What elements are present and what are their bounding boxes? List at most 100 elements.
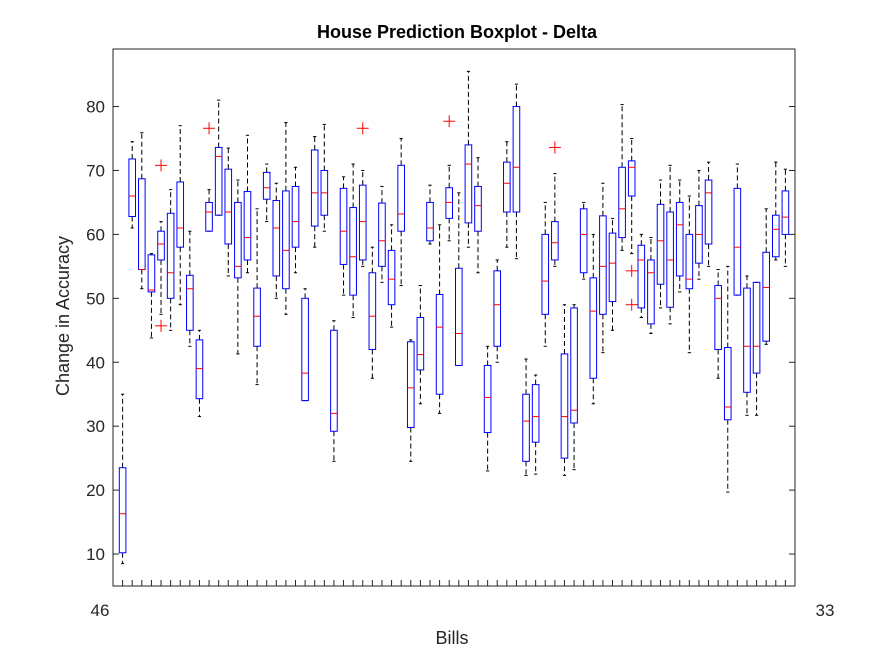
box-body bbox=[771, 214, 780, 258]
box-43 bbox=[522, 358, 530, 476]
box-body bbox=[541, 233, 550, 315]
box-54 bbox=[625, 138, 638, 311]
box-body bbox=[704, 179, 713, 245]
box-39 bbox=[483, 345, 492, 472]
box-body bbox=[368, 272, 377, 350]
outlier-marker bbox=[203, 122, 216, 135]
box-22 bbox=[320, 123, 329, 232]
box-6 bbox=[166, 189, 175, 331]
box-20 bbox=[301, 288, 309, 402]
box-body bbox=[512, 106, 521, 213]
box-body bbox=[387, 249, 396, 306]
box-body bbox=[579, 208, 588, 274]
y-tick-label: 20 bbox=[86, 481, 105, 500]
box-65 bbox=[733, 163, 742, 296]
x-axis-label: Bills bbox=[435, 628, 468, 648]
box-40 bbox=[493, 259, 502, 363]
box-16 bbox=[262, 163, 271, 223]
box-body bbox=[723, 347, 732, 421]
box-8 bbox=[186, 230, 194, 347]
box-5 bbox=[155, 159, 168, 332]
box-11 bbox=[214, 99, 223, 216]
box-body bbox=[627, 160, 636, 197]
chart-title: House Prediction Boxplot - Delta bbox=[317, 22, 598, 42]
box-body bbox=[157, 230, 165, 261]
box-63 bbox=[714, 269, 722, 379]
box-41 bbox=[503, 141, 511, 248]
box-body bbox=[358, 184, 367, 261]
outlier-marker bbox=[155, 319, 168, 332]
box-body bbox=[339, 187, 348, 265]
box-19 bbox=[291, 166, 300, 274]
box-body bbox=[349, 207, 357, 296]
box-body bbox=[426, 201, 434, 242]
outlier-marker bbox=[443, 115, 456, 128]
box-42 bbox=[512, 83, 521, 260]
box-body bbox=[406, 341, 415, 428]
box-body bbox=[224, 168, 233, 245]
box-body bbox=[186, 274, 194, 331]
box-50 bbox=[589, 233, 598, 405]
box-26 bbox=[356, 122, 369, 267]
box-body bbox=[637, 244, 646, 309]
box-21 bbox=[310, 136, 319, 248]
box-31 bbox=[406, 339, 415, 462]
box-body bbox=[262, 171, 271, 200]
box-9 bbox=[195, 329, 204, 418]
box-62 bbox=[704, 161, 713, 267]
y-tick-label: 10 bbox=[86, 545, 105, 564]
box-2 bbox=[128, 141, 137, 229]
box-body bbox=[618, 166, 626, 239]
y-axis-ticks: 10 20 30 40 50 60 70 80 bbox=[86, 98, 795, 564]
box-body bbox=[685, 233, 694, 290]
y-tick-label: 50 bbox=[86, 289, 105, 308]
box-body bbox=[599, 215, 607, 315]
box-17 bbox=[272, 182, 281, 299]
box-35 bbox=[443, 115, 456, 242]
box-body bbox=[176, 181, 185, 248]
box-58 bbox=[666, 164, 674, 325]
box-27 bbox=[368, 246, 377, 379]
plot-area bbox=[112, 48, 796, 587]
box-body bbox=[272, 200, 281, 277]
box-12 bbox=[224, 147, 233, 277]
box-body bbox=[714, 285, 722, 350]
box-body bbox=[282, 190, 290, 290]
box-69 bbox=[771, 161, 780, 261]
box-57 bbox=[656, 179, 665, 309]
box-series bbox=[118, 70, 790, 565]
box-body bbox=[608, 232, 617, 303]
box-47 bbox=[560, 304, 569, 476]
box-60 bbox=[685, 195, 694, 354]
box-body bbox=[445, 187, 453, 219]
box-body bbox=[474, 185, 482, 232]
box-30 bbox=[397, 138, 405, 287]
box-3 bbox=[138, 132, 146, 290]
box-body bbox=[301, 297, 309, 402]
box-body bbox=[493, 270, 502, 347]
box-body bbox=[435, 293, 444, 395]
box-body bbox=[589, 277, 598, 379]
box-body bbox=[531, 384, 540, 443]
box-36 bbox=[455, 192, 463, 366]
box-68 bbox=[762, 208, 770, 345]
y-tick-label: 40 bbox=[86, 353, 105, 372]
box-body bbox=[147, 254, 156, 293]
box-7 bbox=[176, 125, 185, 306]
box-body bbox=[781, 190, 790, 235]
box-53 bbox=[618, 104, 626, 251]
box-4 bbox=[147, 253, 156, 339]
box-body bbox=[733, 187, 742, 296]
box-body bbox=[522, 393, 530, 462]
box-body bbox=[128, 158, 137, 217]
box-46 bbox=[548, 141, 561, 267]
box-body bbox=[195, 339, 204, 400]
box-body bbox=[483, 364, 492, 434]
box-body bbox=[560, 353, 569, 459]
box-13 bbox=[234, 179, 242, 355]
box-45 bbox=[541, 201, 550, 347]
box-body bbox=[416, 317, 425, 371]
box-49 bbox=[579, 201, 588, 280]
box-body bbox=[118, 467, 127, 554]
